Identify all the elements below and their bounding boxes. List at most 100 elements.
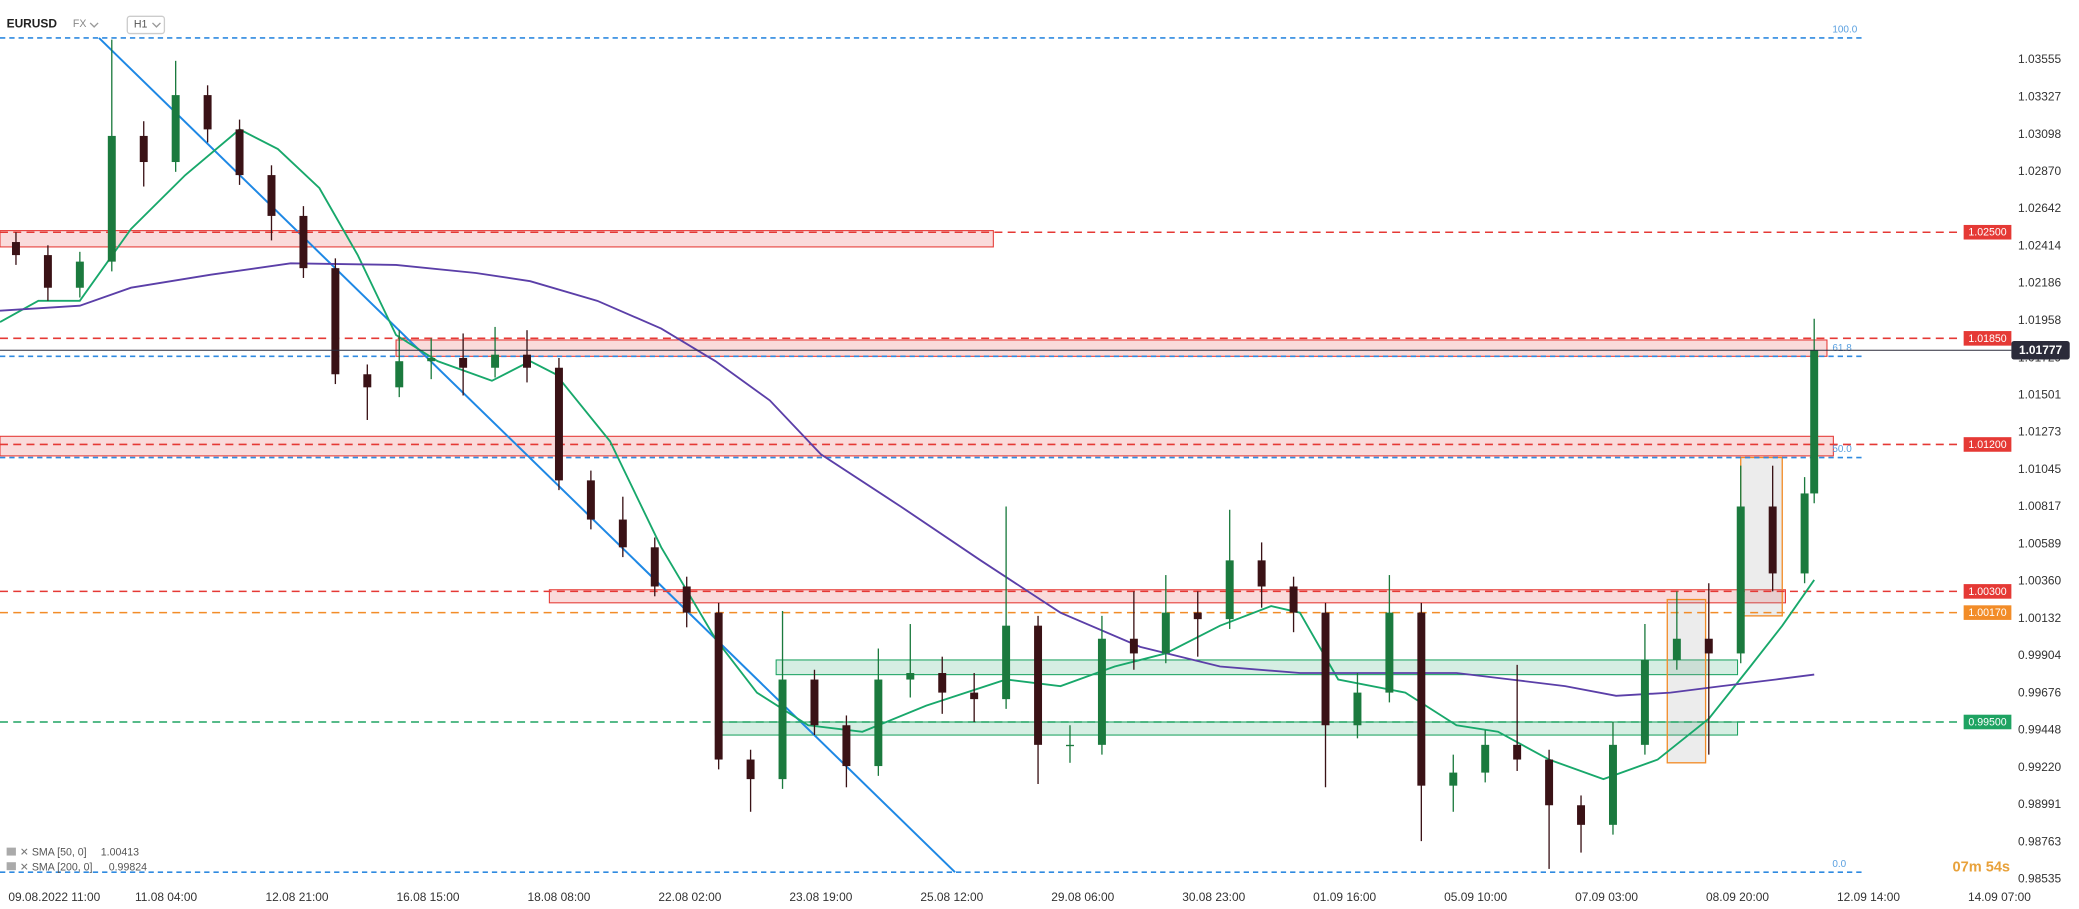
x-tick-label: 07.09 03:00 (1575, 890, 1638, 904)
y-tick-label: 0.99448 (2018, 723, 2061, 737)
x-tick-label: 16.08 15:00 (397, 890, 460, 904)
candle-body (1545, 759, 1554, 806)
current-price: 1.01777 (2019, 343, 2062, 357)
candle-body (1385, 612, 1394, 693)
candle-body (1417, 612, 1426, 786)
candle-body (970, 692, 979, 700)
y-tick-label: 1.01045 (2018, 462, 2061, 476)
fib-label: 50.0 (1832, 444, 1852, 455)
level-label: 1.00170 (1968, 607, 2006, 619)
candle-body (906, 673, 915, 680)
candle-body (1034, 625, 1043, 745)
x-tick-label: 25.08 12:00 (920, 890, 983, 904)
level-label: 1.01850 (1968, 333, 2006, 345)
candle-body (1672, 638, 1681, 660)
candle-body (1002, 625, 1011, 700)
y-tick-label: 1.00132 (2018, 611, 2061, 625)
candle-body (1577, 805, 1586, 825)
y-tick-label: 0.99220 (2018, 760, 2061, 774)
zone (775, 659, 1739, 676)
candle-body (1449, 772, 1458, 786)
legend: ✕ SMA [50, 0] 1.00413 ✕ SMA [200, 0] 0.9… (6, 847, 147, 873)
candle-body (11, 242, 20, 256)
candle-body (874, 679, 883, 767)
candle-body (1353, 692, 1362, 726)
candle-body (203, 95, 212, 130)
candle-body (1129, 638, 1138, 654)
y-tick-label: 0.98991 (2018, 797, 2061, 811)
legend-close[interactable]: ✕ (20, 861, 29, 873)
x-tick-label: 18.08 08:00 (527, 890, 590, 904)
candle-body (363, 374, 372, 388)
candle-body (778, 679, 787, 780)
x-tick-label: 14.09 07:00 (1968, 890, 2031, 904)
zone (0, 230, 994, 248)
sma-line (0, 262, 1815, 697)
dropdown-icon (152, 22, 161, 28)
y-tick-label: 1.02642 (2018, 201, 2061, 215)
level-label: 1.02500 (1968, 227, 2006, 239)
y-tick-label: 1.01273 (2018, 425, 2061, 439)
candle-body (810, 679, 819, 726)
x-tick-label: 09.08.2022 11:00 (8, 890, 100, 904)
zone (395, 339, 1828, 357)
candle-body (395, 361, 404, 388)
candle-body (523, 354, 531, 368)
candle-body (714, 612, 723, 760)
sma-line (0, 128, 1815, 781)
candle-body (586, 480, 595, 520)
symbol: EURUSD (7, 16, 58, 30)
candle-body (267, 175, 276, 216)
level-label: 1.00300 (1968, 586, 2006, 598)
candle-body (1161, 612, 1170, 654)
candle-body (1608, 744, 1617, 825)
zone (548, 589, 1786, 604)
candle-body (491, 354, 500, 368)
candle-body (1768, 506, 1777, 574)
y-tick-label: 1.02870 (2018, 164, 2061, 178)
y-tick-label: 0.98535 (2018, 872, 2061, 886)
candle-body (618, 519, 627, 548)
legend-value: 0.99824 (109, 861, 147, 873)
level-label: 0.99500 (1968, 716, 2006, 728)
y-tick-label: 1.00589 (2018, 536, 2061, 550)
candle-body (842, 725, 851, 767)
level-badge (1963, 584, 2012, 599)
plot-layer: 100.0 61.8 50.0 0.0 1.03555 1.03327 1.03098 1.0… (0, 25, 2070, 904)
timeframe-box[interactable] (126, 15, 166, 35)
candle-body (107, 135, 116, 262)
candle-body (459, 357, 468, 368)
y-tick-label: 0.98763 (2018, 834, 2061, 848)
y-tick-label: 1.01958 (2018, 313, 2061, 327)
price-badge (2011, 340, 2070, 360)
candle-body (1704, 638, 1713, 654)
y-tick-label: 1.02186 (2018, 276, 2061, 290)
dropdown-icon (89, 22, 99, 28)
candle-body (427, 357, 436, 362)
x-tick-label: 23.08 19:00 (789, 890, 852, 904)
candle-body (1097, 638, 1106, 745)
level-label: 1.01200 (1968, 439, 2006, 451)
y-tick-label: 1.02414 (2018, 238, 2061, 252)
level-badge (1963, 437, 2012, 452)
legend-close[interactable]: ✕ (20, 847, 29, 859)
x-tick-label: 29.08 06:00 (1051, 890, 1114, 904)
timeframe[interactable]: H1 (134, 19, 148, 31)
y-tick-label: 0.99676 (2018, 685, 2061, 699)
y-tick-label: 1.00817 (2018, 499, 2061, 513)
candle-body (331, 268, 340, 375)
candle-body (1640, 659, 1649, 745)
candle-body (235, 129, 244, 176)
fib-label: 100.0 (1832, 25, 1857, 36)
y-tick-label: 0.99904 (2018, 648, 2061, 662)
candle-body (1736, 506, 1745, 654)
x-tick-label: 11.08 04:00 (135, 890, 197, 904)
candle-body (139, 135, 148, 163)
candle-body (1810, 350, 1819, 494)
y-tick-label: 1.03327 (2018, 89, 2061, 103)
level-badge (1963, 714, 2012, 730)
candle-body (1193, 612, 1202, 620)
candle-body (1481, 744, 1490, 773)
